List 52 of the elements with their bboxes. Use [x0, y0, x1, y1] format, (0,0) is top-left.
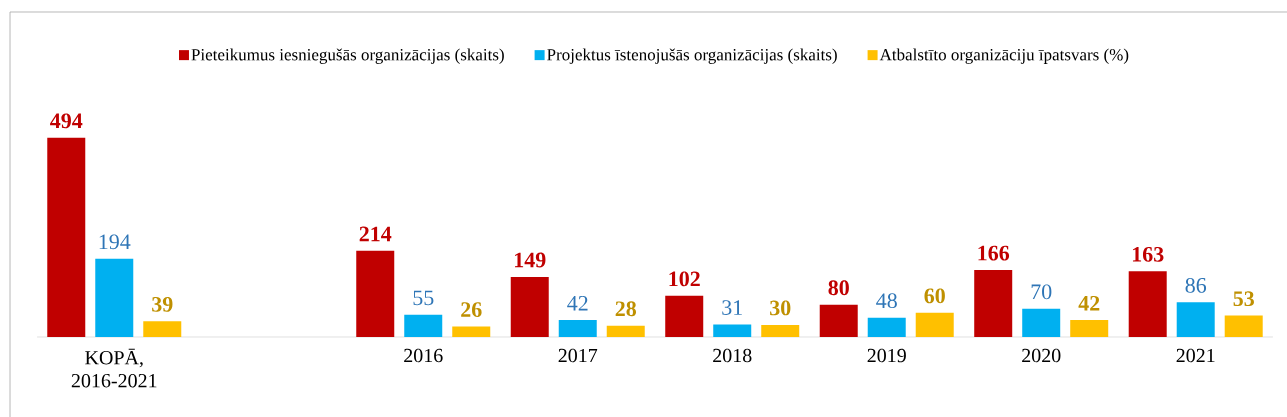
data-label: 86: [1185, 277, 1207, 293]
data-label: 48: [876, 293, 897, 309]
legend-label: Pieteikumus iesniegušās organizācijas (skaits): [191, 48, 504, 64]
bar: [761, 324, 800, 337]
bar: [143, 321, 182, 337]
data-label: 42: [567, 295, 588, 311]
bar: [47, 137, 86, 337]
bar: [356, 250, 395, 337]
bar: [1070, 320, 1109, 337]
bar: [95, 258, 134, 337]
data-label: 149: [515, 252, 546, 268]
bar: [665, 295, 704, 337]
data-label: 166: [978, 245, 1010, 261]
data-label: 26: [461, 302, 482, 317]
data-label: 39: [152, 296, 173, 312]
data-label: 80: [828, 280, 849, 296]
data-label: 30: [770, 300, 791, 316]
data-label: 42: [1078, 295, 1100, 311]
data-label: 494: [50, 113, 83, 129]
data-label: 55: [413, 290, 434, 306]
bar: [510, 276, 549, 337]
data-label: 102: [669, 271, 700, 287]
bar: [452, 326, 491, 337]
bar: [1224, 315, 1263, 337]
data-label: 70: [1031, 284, 1052, 300]
x-tick-label: 2020: [1022, 348, 1061, 363]
x-tick-label: 2019: [867, 348, 906, 363]
bar: [558, 320, 597, 337]
bar: [713, 324, 752, 337]
bar: [404, 314, 443, 337]
bar: [1128, 271, 1167, 337]
bar: [974, 270, 1013, 337]
data-label: 60: [924, 288, 945, 304]
data-label: 53: [1233, 291, 1254, 307]
x-tick-label: 2018: [713, 348, 752, 363]
x-tick-label: KOPĀ, 2016-2021: [71, 348, 157, 388]
data-label: 28: [615, 301, 637, 317]
bar: [1176, 302, 1215, 337]
bar: [606, 325, 645, 337]
x-tick-label: 2021: [1176, 348, 1215, 363]
data-label: 194: [99, 234, 131, 250]
bar: [915, 312, 954, 337]
bar: [819, 304, 858, 337]
data-label: 31: [722, 300, 742, 315]
data-label: 163: [1132, 246, 1164, 262]
legend-label: Atbalstīto organizāciju īpatsvars (%): [879, 48, 1129, 64]
x-tick-label: 2017: [558, 348, 598, 363]
x-tick-label: 2016: [404, 348, 443, 363]
bar: [867, 317, 906, 337]
data-label: 214: [359, 226, 392, 242]
legend-label: Projektus īstenojušās organizācijas (skaits): [547, 48, 837, 64]
bar: [1022, 308, 1061, 337]
